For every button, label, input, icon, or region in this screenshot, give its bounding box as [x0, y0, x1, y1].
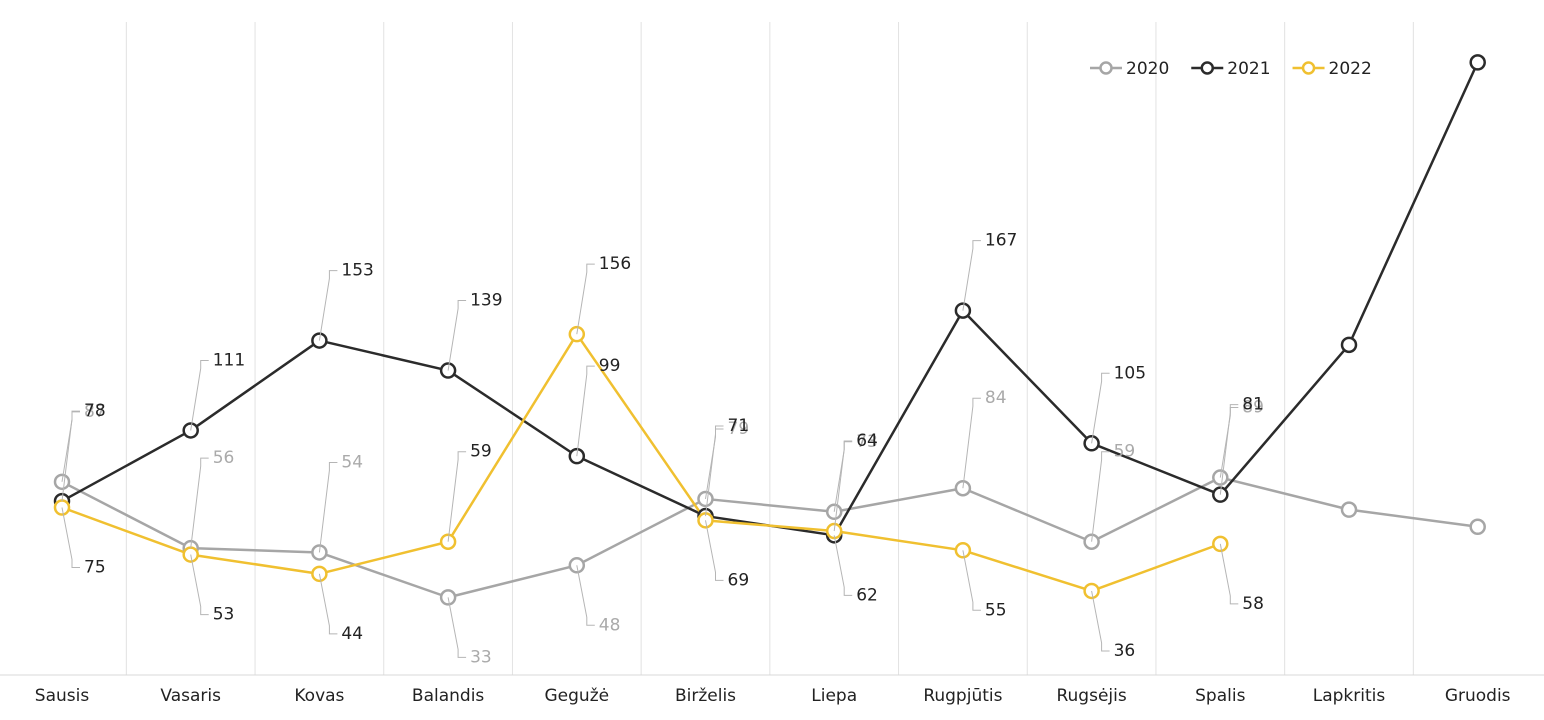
data-label: 55 — [985, 600, 1007, 620]
data-label: 33 — [470, 647, 492, 667]
leader-line — [190, 359, 209, 431]
leader-line — [833, 535, 853, 596]
legend-label: 2022 — [1329, 59, 1372, 79]
data-label: 84 — [985, 388, 1007, 408]
data-label: 153 — [341, 261, 373, 281]
leader-line — [61, 410, 80, 502]
leader-line — [190, 554, 209, 616]
series-line — [61, 476, 1478, 599]
data-label: 56 — [213, 448, 235, 468]
x-tick-label: Vasaris — [160, 686, 221, 706]
data-label: 111 — [213, 350, 245, 370]
x-tick-label: Rugpjūtis — [923, 686, 1002, 706]
leader-line — [1091, 451, 1110, 542]
data-label: 64 — [856, 431, 878, 451]
data-label: 139 — [470, 291, 502, 311]
legend-marker — [1099, 61, 1113, 75]
x-tick-label: Gegužė — [545, 686, 610, 706]
x-tick-label: Lapkritis — [1313, 686, 1386, 706]
data-label: 44 — [341, 624, 363, 644]
point — [825, 503, 843, 521]
data-label: 75 — [84, 558, 106, 578]
point — [1340, 501, 1358, 518]
data-label: 58 — [1242, 594, 1264, 614]
data-label: 79 — [728, 419, 750, 439]
x-tick-label: Birželis — [675, 686, 736, 706]
leader-line — [962, 240, 981, 311]
leader-line — [61, 411, 80, 482]
leader-line — [447, 597, 467, 658]
leader-line — [318, 461, 338, 553]
data-label: 87 — [84, 402, 106, 422]
x-tick-label: Spalis — [1195, 686, 1245, 706]
data-label: 89 — [1242, 398, 1264, 418]
data-label: 156 — [599, 254, 631, 274]
data-label: 81 — [1242, 395, 1264, 415]
leader-line — [447, 300, 467, 371]
data-label: 78 — [84, 401, 106, 421]
data-label: 167 — [985, 231, 1017, 251]
data-label: 54 — [341, 452, 363, 472]
x-tick-label: Balandis — [412, 686, 485, 706]
leader-line — [576, 365, 595, 457]
point — [1340, 336, 1358, 354]
data-label: 69 — [728, 570, 750, 590]
leader-line — [318, 573, 338, 635]
series-line — [61, 332, 1221, 593]
leader-line — [318, 270, 338, 341]
x-tick-label: Gruodis — [1445, 686, 1511, 706]
leader-line — [962, 550, 981, 611]
legend-label: 2020 — [1126, 59, 1169, 79]
point — [1469, 54, 1486, 71]
data-label: 36 — [1114, 641, 1136, 661]
point — [1469, 518, 1486, 536]
leader-line — [61, 507, 80, 568]
x-tick-label: Rugsėjis — [1056, 686, 1126, 706]
leader-line — [705, 520, 724, 581]
leader-line — [1219, 543, 1239, 605]
data-label: 99 — [599, 356, 621, 376]
x-tick-label: Liepa — [811, 686, 857, 706]
legend-label: 2021 — [1227, 59, 1270, 79]
leader-line — [1091, 590, 1110, 652]
data-label: 48 — [599, 615, 621, 635]
leader-line — [1219, 404, 1239, 495]
data-label: 62 — [856, 585, 878, 605]
leader-line — [1091, 372, 1110, 444]
x-tick-label: Sausis — [35, 686, 90, 706]
data-label: 59 — [1114, 442, 1136, 462]
leader-line — [576, 263, 595, 335]
data-label: 59 — [470, 442, 492, 462]
data-label: 73 — [856, 432, 878, 452]
leader-line — [447, 451, 467, 542]
legend-marker — [1200, 61, 1215, 75]
leader-line — [190, 457, 209, 549]
leader-line — [576, 565, 595, 626]
data-label: 105 — [1114, 363, 1146, 383]
x-tick-label: Kovas — [294, 686, 344, 706]
leader-line — [833, 440, 853, 532]
leader-line — [833, 441, 853, 512]
leader-line — [962, 397, 981, 489]
data-label: 53 — [213, 605, 235, 625]
data-label: 71 — [728, 416, 750, 436]
legend-marker — [1301, 61, 1316, 75]
leader-line — [705, 425, 724, 517]
